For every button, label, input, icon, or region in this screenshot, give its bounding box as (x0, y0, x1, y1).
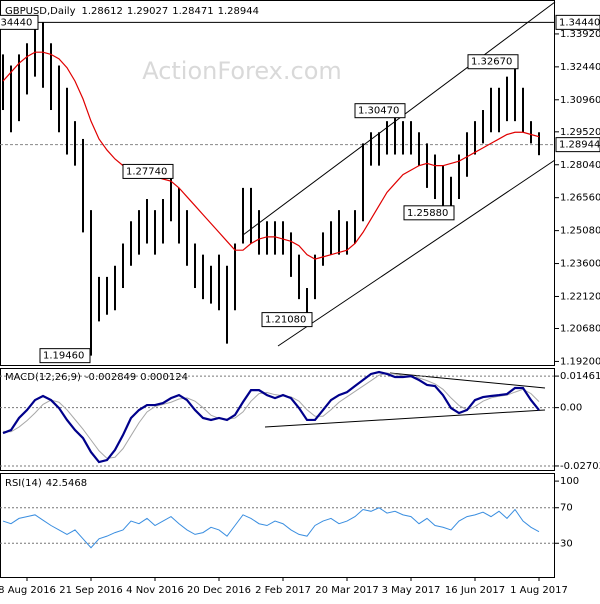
y-tick-label: 1.23600 (560, 259, 600, 270)
annotation-label: 1.21080 (265, 315, 306, 326)
annotation-box (0, 14, 39, 30)
annotation-label: 1.30470 (358, 106, 399, 117)
annotation-label: 1.34440 (0, 17, 32, 28)
x-tick-label: 16 Jun 2017 (445, 585, 505, 596)
x-tick-label: 2 Feb 2017 (255, 585, 311, 596)
annotation-box (122, 163, 174, 179)
x-tick-label: 21 Sep 2016 (59, 585, 122, 596)
x-tick-label: 4 Nov 2016 (126, 585, 184, 596)
annotation-box (39, 348, 91, 364)
annotation-label: 1.32670 (471, 57, 512, 68)
y-tick-label: -0.027031 (560, 461, 600, 472)
x-tick-label: 8 Aug 2016 (0, 585, 56, 596)
y-tick-label: 1.19200 (560, 356, 600, 367)
rsi-frame (0, 473, 555, 578)
rsi-value: 42.5468 (46, 478, 87, 489)
signal-value: 0.000124 (140, 372, 188, 383)
level-label: 1.34440 (559, 17, 600, 28)
level-label: 1.28944 (559, 140, 600, 151)
y-tick-label: 1.20680 (560, 324, 600, 335)
annotation-label: 1.25880 (407, 208, 448, 219)
annotation-label: 1.19460 (43, 351, 84, 362)
macd-title: MACD(12,26,9) (5, 372, 81, 383)
close: 1.28944 (218, 6, 259, 17)
macd-header: MACD(12,26,9) -0.002849 0.000124 (5, 372, 188, 383)
y-tick-label: 1.33920 (560, 29, 600, 40)
high: 1.29027 (127, 6, 168, 17)
y-tick-label: 100 (560, 476, 579, 487)
macd-trend-upper (389, 372, 546, 389)
annotation-box (261, 312, 313, 328)
macd-value: -0.002849 (85, 372, 136, 383)
y-tick-label: 0.00 (560, 403, 582, 414)
y-tick-label: 70 (560, 503, 573, 514)
macd-frame (0, 368, 555, 471)
watermark: ActionForex.com (142, 57, 342, 85)
x-tick-label: 1 Aug 2017 (510, 585, 568, 596)
y-tick-label: 1.29520 (560, 127, 600, 138)
annotation-label: 1.27740 (126, 166, 167, 177)
y-tick-label: 0.014614 (560, 371, 600, 382)
x-tick-label: 20 Dec 2016 (187, 585, 251, 596)
y-tick-label: 30 (560, 538, 573, 549)
level-box (555, 14, 600, 30)
low: 1.28471 (172, 6, 213, 17)
price-frame (0, 0, 555, 366)
y-tick-label: 1.28040 (560, 160, 600, 171)
macd-trend-lower (264, 409, 546, 428)
symbol: GBPUSD,Daily (5, 6, 76, 17)
annotation-box (403, 205, 455, 221)
rsi-line (2, 507, 540, 549)
y-tick-label: 1.32440 (560, 62, 600, 73)
annotation-box (354, 103, 406, 119)
open: 1.28612 (82, 6, 123, 17)
rsi-header: RSI(14) 42.5468 (5, 478, 87, 489)
y-tick-label: 1.30960 (560, 95, 600, 106)
channel-lower (277, 159, 556, 347)
y-tick-label: 1.26560 (560, 193, 600, 204)
price-header: GBPUSD,Daily 1.28612 1.29027 1.28471 1.28944 (5, 6, 259, 17)
level-box (555, 137, 600, 153)
x-tick-label: 3 May 2017 (382, 585, 441, 596)
moving-average (2, 51, 540, 260)
annotation-box (467, 54, 519, 70)
y-tick-label: 1.25080 (560, 226, 600, 237)
macd-line (2, 372, 540, 459)
channel-upper (242, 1, 556, 236)
rsi-title: RSI(14) (5, 478, 42, 489)
x-tick-label: 20 Mar 2017 (315, 585, 378, 596)
macd-line (2, 370, 540, 464)
y-tick-label: 1.22120 (560, 291, 600, 302)
